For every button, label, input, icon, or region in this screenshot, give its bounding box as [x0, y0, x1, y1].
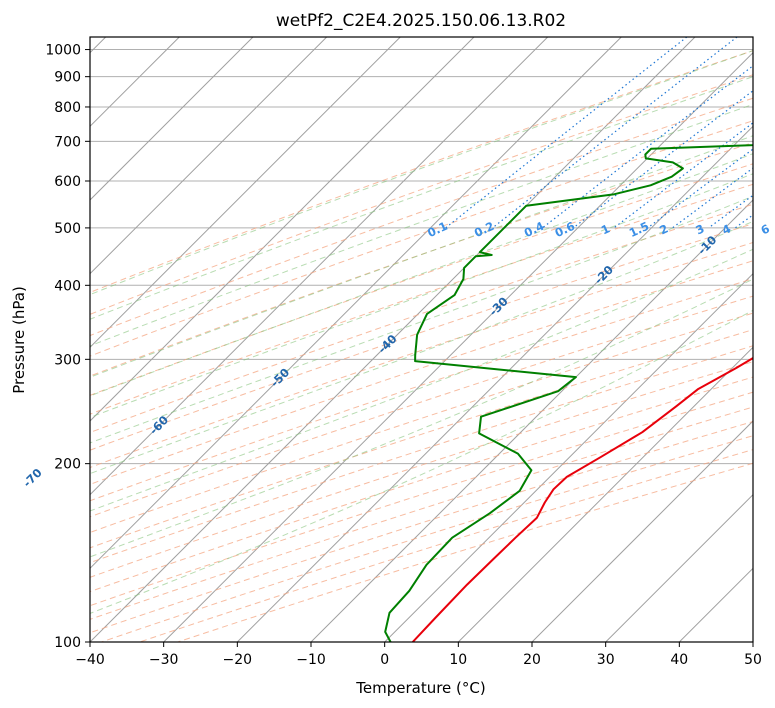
x-tick-label: −30 — [149, 652, 179, 668]
x-tick-label: 50 — [744, 652, 762, 668]
y-tick-label: 900 — [54, 70, 81, 86]
isotherm-line — [752, 641, 753, 642]
moist-adiabat-line — [90, 76, 753, 320]
y-tick-label: 600 — [54, 174, 81, 190]
isotherm-line — [90, 37, 254, 201]
dry-adiabat-line — [90, 50, 753, 293]
isotherm-line — [384, 272, 753, 642]
x-tick-label: 0 — [380, 652, 389, 668]
dry-adiabat-line — [177, 462, 753, 642]
moist-adiabat-line — [90, 173, 753, 418]
mixing-ratio-line — [572, 89, 753, 229]
mixing-ratio-line — [708, 194, 753, 229]
dry-adiabat-line — [90, 142, 753, 377]
x-axis-label: Temperature (°C) — [355, 679, 485, 697]
isotherm-label: -70 — [20, 466, 45, 491]
isotherm-line — [90, 37, 401, 349]
x-tick-label: 20 — [523, 652, 541, 668]
mixing-ratio-label: 6 — [759, 221, 772, 237]
chart-title: wetPf2_C2E4.2025.150.06.13.R02 — [276, 11, 566, 31]
y-tick-label: 1000 — [45, 43, 81, 59]
moist-adiabat-line — [90, 50, 753, 296]
y-tick-label: 700 — [54, 134, 81, 150]
x-tick-label: 10 — [449, 652, 467, 668]
y-tick-label: 400 — [54, 278, 81, 294]
mixing-ratio-line — [647, 148, 753, 229]
dry-adiabat-line — [101, 435, 753, 642]
isotherm-line — [531, 420, 753, 642]
isotherm-line — [605, 493, 753, 642]
dry-adiabat-line — [90, 345, 753, 564]
isotherm-line — [90, 37, 549, 496]
dry-adiabat-line — [90, 361, 753, 578]
mixing-ratio-line — [445, 37, 688, 229]
dry-adiabat-line — [90, 329, 753, 549]
isotherm-line — [457, 346, 753, 642]
x-tick-label: −20 — [223, 652, 253, 668]
x-tick-label: −10 — [296, 652, 326, 668]
dewpoint-profile-line — [384, 144, 753, 642]
y-tick-label: 300 — [54, 352, 81, 368]
plot-series — [384, 144, 753, 642]
isotherm-line — [90, 37, 475, 422]
plot-grid — [90, 37, 753, 642]
isotherm-line — [90, 37, 328, 275]
axes: −40 −30 −20 −10 0 10 20 30 40 50 1000 900 800 700 600 5… — [45, 43, 762, 668]
y-tick-label: 100 — [54, 635, 81, 651]
dry-adiabat-line — [90, 97, 753, 337]
isotherm-line — [163, 51, 753, 642]
isotherm-line — [90, 37, 622, 570]
isotherm-line — [310, 199, 753, 642]
dry-adiabat-line — [90, 163, 753, 396]
moist-adiabat-line — [90, 195, 753, 444]
isotherm-line — [236, 125, 753, 642]
mixing-ratio-line — [542, 65, 753, 229]
dry-adiabat-line — [90, 183, 753, 415]
x-tick-label: 40 — [670, 652, 688, 668]
y-tick-label: 500 — [54, 221, 81, 237]
y-tick-label: 800 — [54, 100, 81, 116]
temperature-profile-line — [411, 356, 753, 642]
plot-background — [90, 37, 753, 642]
isotherm-line — [90, 37, 696, 642]
dry-adiabat-line — [90, 120, 753, 357]
plot-frame — [89, 36, 754, 643]
x-tick-label: −40 — [75, 652, 105, 668]
moist-adiabat-line — [90, 153, 753, 397]
x-tick-label: 30 — [597, 652, 615, 668]
moist-adiabat-line — [90, 278, 753, 558]
y-tick-label: 200 — [54, 457, 81, 473]
y-axis-label: Pressure (hPa) — [10, 286, 28, 394]
